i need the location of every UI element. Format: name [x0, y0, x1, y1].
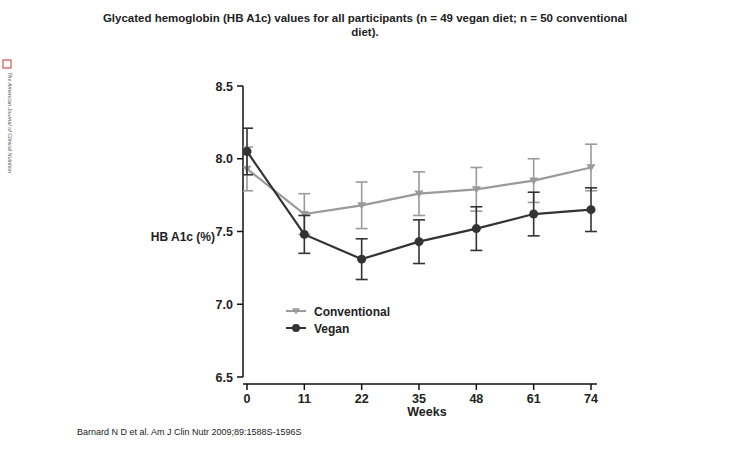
data-point	[472, 186, 481, 193]
chart: Glycated hemoglobin (HB A1c) values for …	[0, 0, 729, 449]
x-tick	[533, 384, 535, 390]
legend-label: Vegan	[314, 322, 349, 336]
plot-area	[243, 128, 597, 279]
y-tick	[237, 85, 243, 87]
x-tick	[418, 384, 420, 390]
legend-marker	[292, 308, 300, 314]
y-tick-label: 8.5	[216, 80, 233, 94]
x-tick-label: 61	[527, 392, 541, 406]
error-bar	[298, 215, 310, 253]
x-axis-label: Weeks	[407, 405, 446, 419]
x-tick-label: 48	[469, 392, 483, 406]
y-tick-label: 7.0	[216, 298, 233, 312]
data-point	[357, 202, 366, 209]
data-point	[357, 255, 366, 264]
data-point	[300, 230, 309, 239]
x-tick-label: 11	[298, 392, 311, 406]
x-tick	[246, 384, 248, 390]
data-point	[415, 191, 424, 198]
y-tick	[237, 231, 243, 233]
x-tick	[590, 384, 592, 390]
title: Glycated hemoglobin (HB A1c) values for …	[103, 12, 627, 38]
error-bar	[528, 192, 540, 236]
x-tick	[361, 384, 363, 390]
x-tick-label: 74	[584, 392, 598, 406]
data-point	[587, 205, 596, 214]
x-axis	[243, 383, 597, 385]
data-point	[415, 237, 424, 246]
error-bar	[356, 239, 368, 280]
x-tick-label: 22	[355, 392, 369, 406]
y-tick-label: 7.5	[216, 225, 233, 239]
y-tick	[237, 304, 243, 306]
error-bar	[413, 220, 425, 264]
x-tick	[476, 384, 478, 390]
data-point	[529, 210, 538, 219]
data-point	[587, 164, 596, 171]
error-bar	[470, 207, 482, 251]
data-point	[529, 177, 538, 184]
x-tick-label: 0	[244, 392, 251, 406]
x-tick	[304, 384, 306, 390]
y-tick-label: 8.0	[216, 152, 233, 166]
y-axis-label: HB A1c (%)	[151, 230, 215, 244]
error-bar	[243, 147, 253, 191]
legend-marker	[292, 324, 300, 332]
error-bar	[585, 188, 597, 232]
citation: Barnard N D et al. Am J Clin Nutr 2009;8…	[77, 427, 302, 437]
data-point	[472, 224, 481, 233]
journal-icon	[3, 60, 11, 68]
y-tick-label: 6.5	[216, 371, 233, 385]
legend: Conventional Vegan	[286, 305, 390, 336]
y-tick	[237, 376, 243, 378]
y-tick	[237, 158, 243, 160]
error-bar	[243, 128, 253, 175]
series-line	[247, 167, 591, 214]
journal-label: The American Journal of Clinical Nutriti…	[7, 72, 13, 173]
x-tick-label: 35	[412, 392, 426, 406]
data-point	[243, 147, 252, 156]
series-line	[247, 151, 591, 259]
legend-label: Conventional	[314, 305, 390, 319]
